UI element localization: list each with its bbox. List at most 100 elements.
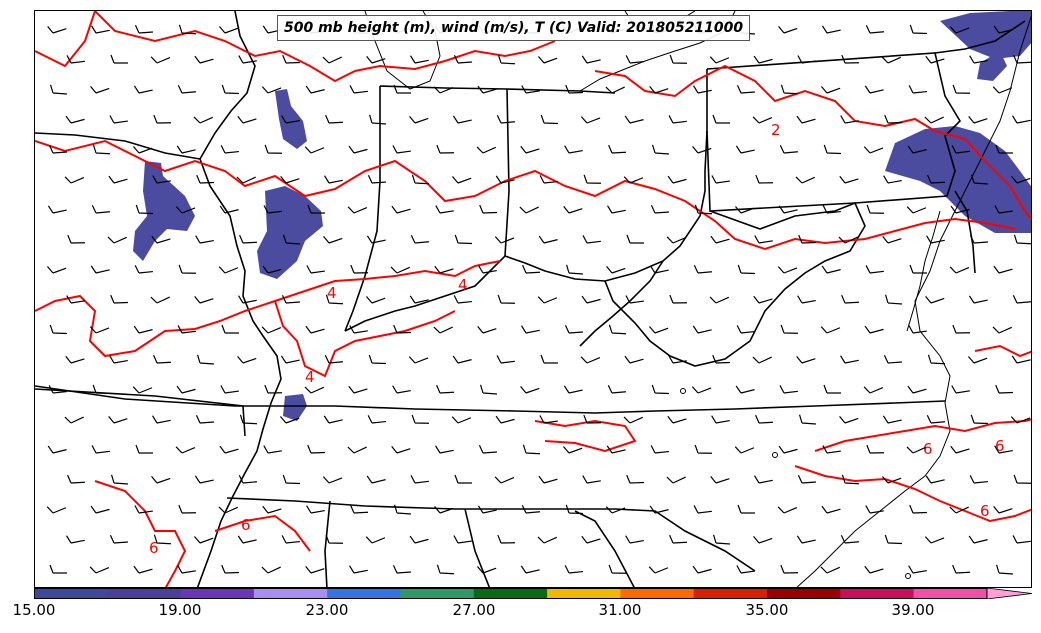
wind-barb <box>734 446 755 454</box>
contour-central-wave <box>35 139 1016 251</box>
wind-barb <box>581 535 601 544</box>
wind-barb <box>540 354 558 364</box>
wind-barb <box>692 565 712 574</box>
contour-4-south <box>274 300 456 378</box>
wind-barb <box>841 54 860 64</box>
wind-barb <box>476 146 497 154</box>
wind-barb <box>67 474 86 484</box>
wind-barb <box>580 356 601 364</box>
contour-label: 2 <box>771 121 781 139</box>
wind-barb <box>735 385 755 394</box>
wind-barb <box>219 445 239 454</box>
wind-barb <box>521 85 540 94</box>
wind-barb <box>581 295 601 304</box>
wind-barb <box>780 84 799 95</box>
wind-barb <box>150 296 170 304</box>
wind-barb <box>864 565 884 574</box>
wind-barb <box>820 86 841 94</box>
wind-barb <box>864 325 884 334</box>
wind-barb <box>778 26 798 34</box>
wind-barb <box>238 475 257 484</box>
wind-barb <box>108 175 128 184</box>
wind-barb <box>393 84 411 94</box>
wind-barb <box>177 565 196 574</box>
wind-barb <box>710 475 730 484</box>
wind-barb <box>605 86 625 94</box>
colorbar-segment <box>620 588 695 599</box>
wind-barb <box>453 54 473 64</box>
wind-barb <box>218 26 239 34</box>
wind-barb <box>178 504 197 514</box>
wind-barb <box>237 535 257 544</box>
wind-barb <box>840 355 859 364</box>
wind-barb <box>925 296 945 304</box>
wind-barb <box>133 565 153 574</box>
wind-barb <box>281 115 300 124</box>
wind-barb <box>393 504 412 515</box>
wind-barb <box>712 534 731 545</box>
wind-barb <box>306 265 325 274</box>
wind-barb <box>779 145 798 154</box>
wind-barb <box>1010 416 1031 424</box>
wind-barb <box>1013 474 1031 484</box>
wind-barb <box>282 234 301 245</box>
wind-barb <box>909 504 928 514</box>
wind-barb <box>838 236 858 244</box>
colorbar-tick-label: 35.00 <box>745 601 789 619</box>
wind-barb <box>797 295 816 304</box>
wind-barb <box>280 355 300 364</box>
wind-barb <box>435 205 454 214</box>
wind-barb <box>281 535 300 544</box>
wind-barb <box>694 444 713 454</box>
colorbar-tick-label: 39.00 <box>891 601 935 619</box>
wind-barb <box>495 415 515 424</box>
wind-barb <box>239 414 258 425</box>
wind-barb <box>607 205 626 214</box>
border-virginia-north-carolina <box>654 400 946 412</box>
wind-barb <box>66 295 85 304</box>
wind-barb <box>194 475 214 484</box>
wind-barb <box>262 265 282 274</box>
wind-barb <box>64 176 85 184</box>
border-iowa-missouri <box>35 132 201 160</box>
wind-barb <box>606 445 626 454</box>
wind-barb <box>952 84 971 94</box>
wind-barb <box>264 384 283 394</box>
wind-barb <box>368 114 387 125</box>
wind-barb <box>777 506 798 514</box>
wind-barb <box>778 445 798 454</box>
temperature-contours <box>35 11 1031 587</box>
wind-barb <box>907 385 927 394</box>
wind-barb <box>625 55 644 64</box>
wind-barb <box>623 416 644 424</box>
wind-barb <box>967 356 988 364</box>
wind-barb <box>325 534 344 544</box>
wind-barb <box>993 505 1013 514</box>
station-marker <box>680 388 686 394</box>
wind-barb <box>261 566 281 574</box>
wind-barb <box>581 55 601 64</box>
shaded-region-mid-atlantic <box>885 126 1031 233</box>
wind-barb <box>540 114 559 125</box>
wind-barb <box>219 205 239 214</box>
wind-barb <box>796 115 816 124</box>
border-new-york <box>934 20 1026 54</box>
wind-barb <box>821 25 841 34</box>
wind-barb <box>994 445 1013 454</box>
wind-barb <box>453 295 472 304</box>
wind-barb <box>196 354 215 365</box>
wind-barb <box>392 564 412 574</box>
wind-barb <box>651 384 670 395</box>
border-kentucky-tennessee <box>35 385 656 414</box>
wind-barb <box>367 415 386 424</box>
wind-barb <box>411 414 430 424</box>
border-tennessee-south <box>226 497 615 510</box>
wind-barb <box>1011 176 1031 184</box>
wind-barb <box>133 85 153 94</box>
state-borders <box>35 11 1026 587</box>
wind-barb <box>324 355 343 364</box>
wind-barb <box>178 264 197 274</box>
wind-barb <box>564 565 583 574</box>
shaded-region-iowa <box>133 161 195 261</box>
wind-barb <box>263 205 282 214</box>
